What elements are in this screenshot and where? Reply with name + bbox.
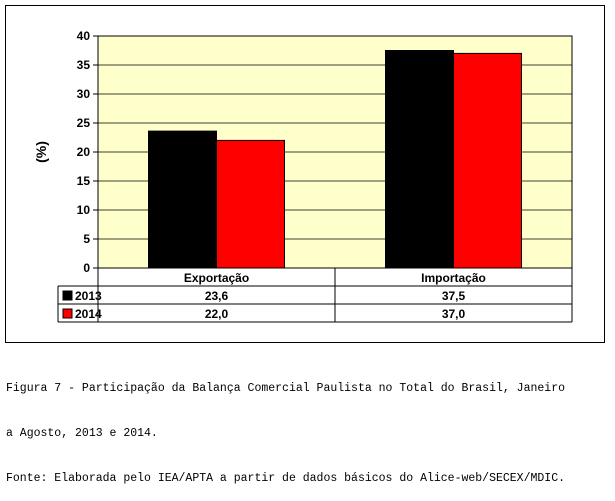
- y-tick-label: 20: [77, 145, 91, 159]
- y-tick-label: 0: [83, 261, 90, 275]
- data-label: 37,5: [442, 289, 466, 303]
- y-tick-label: 15: [77, 174, 91, 188]
- legend-key-2014: [62, 308, 73, 319]
- data-label: 23,6: [205, 289, 229, 303]
- y-tick-label: 30: [77, 87, 91, 101]
- bar-2013-0: [148, 130, 217, 269]
- bar-2014-0: [216, 139, 285, 269]
- y-tick-label: 10: [77, 203, 91, 217]
- y-tick-label: 35: [77, 58, 91, 72]
- caption-line-3: Fonte: Elaborada pelo IEA/APTA a partir …: [6, 472, 565, 485]
- chart-frame: 0 5 10 15 20 25 30 35 40 (%) Exportação Importação 2…: [5, 5, 605, 343]
- bar-2013-1: [385, 50, 454, 269]
- bar-2014-1: [453, 52, 522, 269]
- y-tick-label: 25: [77, 116, 91, 130]
- legend-key-2013: [62, 290, 73, 301]
- y-tick-label: 40: [77, 29, 91, 43]
- caption-line-2: a Agosto, 2013 e 2014.: [6, 427, 158, 440]
- category-label: Exportação: [184, 271, 249, 285]
- category-label: Importação: [421, 271, 486, 285]
- y-tick-label: 5: [83, 232, 90, 246]
- caption-line-1: Figura 7 - Participação da Balança Comer…: [6, 382, 565, 395]
- data-label: 22,0: [205, 307, 229, 321]
- data-label: 37,0: [442, 307, 466, 321]
- legend-label-2013: 2013: [75, 289, 102, 303]
- bar-chart: 0 5 10 15 20 25 30 35 40 (%) Exportação Importação 2…: [33, 29, 573, 323]
- y-axis-label: (%): [33, 141, 49, 163]
- legend-label-2014: 2014: [75, 307, 102, 321]
- figure-caption: Figura 7 - Participação da Balança Comer…: [6, 351, 610, 501]
